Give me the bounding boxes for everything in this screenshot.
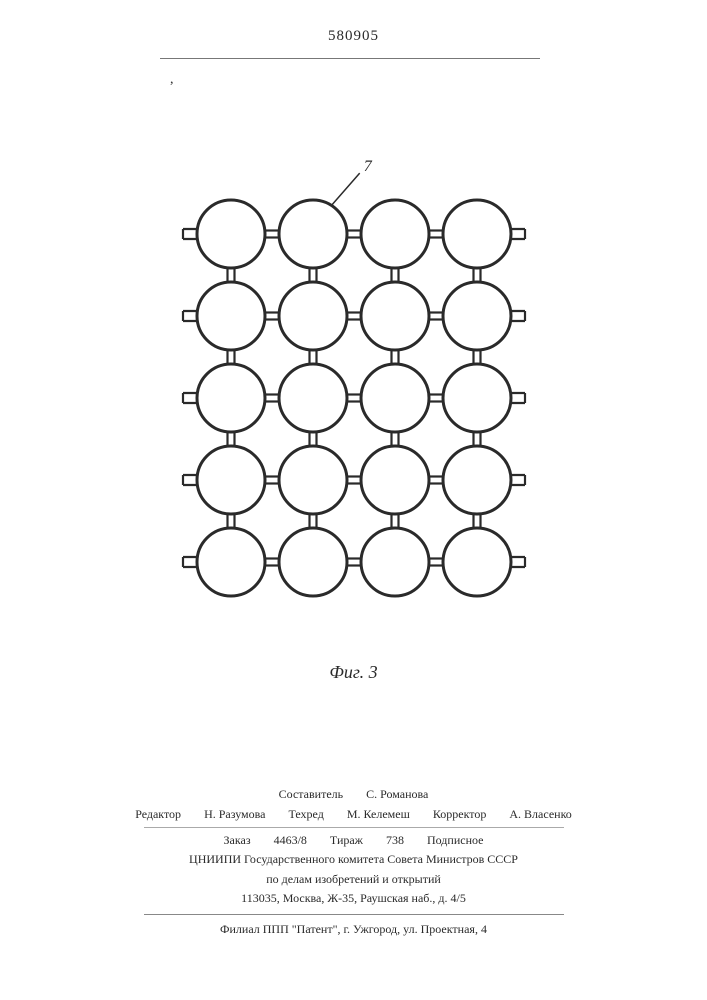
figure-3: 7 Фиг. 3 (0, 140, 707, 683)
document-number: 580905 (0, 28, 707, 45)
tirazh-label: Тираж (330, 833, 363, 847)
imprint-footer: Составитель С. Романова Редактор Н. Разу… (0, 784, 707, 940)
lattice-diagram: 7 (137, 140, 571, 656)
top-rule (160, 58, 540, 59)
svg-text:7: 7 (363, 158, 372, 175)
corrector-label: Корректор (433, 807, 487, 821)
editor-name: Н. Разумова (204, 807, 265, 821)
order-value: 4463/8 (274, 833, 307, 847)
compiler-name: С. Романова (366, 787, 428, 801)
addr-line: 113035, Москва, Ж-35, Раушская наб., д. … (0, 890, 707, 907)
order-row: Заказ 4463/8 Тираж 738 Подписное (0, 832, 707, 849)
techred-name: М. Келемеш (347, 807, 410, 821)
corrector-name: А. Власенко (509, 807, 571, 821)
editor-label: Редактор (135, 807, 181, 821)
compiler-label: Составитель (279, 787, 343, 801)
org-line2: по делам изобретений и открытий (0, 871, 707, 888)
footer-rule-1 (144, 827, 564, 828)
stray-comma: , (170, 72, 174, 88)
tirazh-value: 738 (386, 833, 404, 847)
footer-rule-2 (144, 914, 564, 915)
order-label: Заказ (224, 833, 251, 847)
org-line1: ЦНИИПИ Государственного комитета Совета … (0, 851, 707, 868)
print-line: Филиал ППП "Патент", г. Ужгород, ул. Про… (0, 921, 707, 938)
credits-row: Редактор Н. Разумова Техред М. Келемеш К… (0, 806, 707, 823)
techred-label: Техред (289, 807, 324, 821)
figure-caption: Фиг. 3 (0, 662, 707, 683)
compiler-row: Составитель С. Романова (0, 786, 707, 803)
podpisnoe: Подписное (427, 833, 484, 847)
